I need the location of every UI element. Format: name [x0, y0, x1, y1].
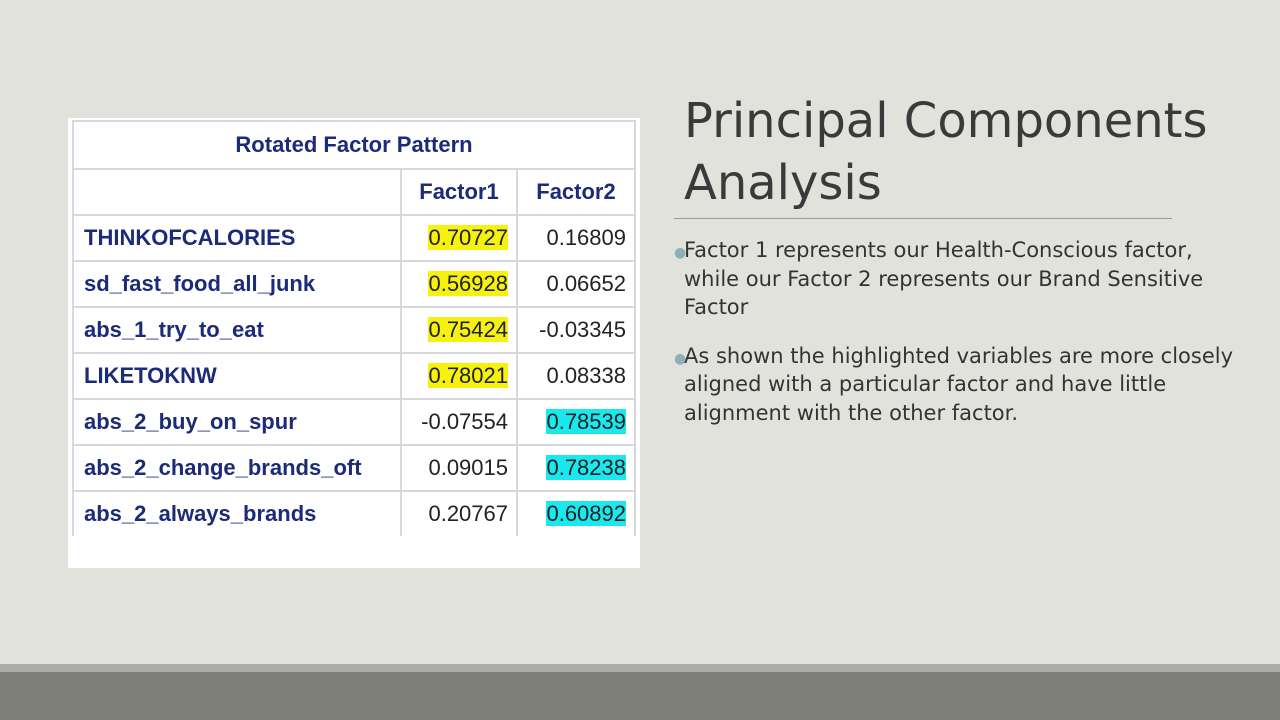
table-row: abs_2_change_brands_oft 0.09015 0.78238 — [72, 444, 636, 492]
factor1-value: 0.09015 — [400, 444, 518, 492]
bullet-dot-icon: ● — [674, 350, 687, 367]
factor1-value-highlighted: 0.75424 — [428, 317, 508, 342]
bullet-list: ● Factor 1 represents our Health-Conscio… — [674, 236, 1234, 447]
row-label: abs_2_buy_on_spur — [72, 398, 402, 446]
factor2-value-highlighted: 0.78539 — [546, 409, 626, 434]
footer-accent-bar — [0, 664, 1280, 672]
table-row: LIKETOKNW 0.78021 0.08338 — [72, 352, 636, 400]
rotated-factor-pattern-table: Rotated Factor Pattern Factor1 Factor2 T… — [72, 120, 636, 536]
row-label: THINKOFCALORIES — [72, 214, 402, 262]
factor1-value: 0.20767 — [400, 490, 518, 536]
bullet-item: ● Factor 1 represents our Health-Conscio… — [674, 236, 1234, 322]
title-divider — [674, 218, 1172, 219]
bullet-dot-icon: ● — [674, 245, 687, 261]
table-caption: Rotated Factor Pattern — [72, 120, 636, 170]
table-row: THINKOFCALORIES 0.70727 0.16809 — [72, 214, 636, 262]
table-row: abs_2_buy_on_spur -0.07554 0.78539 — [72, 398, 636, 446]
bullet-text: As shown the highlighted variables are m… — [684, 343, 1234, 425]
factor2-value: 0.16809 — [516, 214, 636, 262]
factor2-value: 0.06652 — [516, 260, 636, 308]
factor1-value-highlighted: 0.56928 — [428, 271, 508, 296]
column-header-factor1: Factor1 — [400, 168, 518, 216]
table-corner-cell — [72, 168, 402, 216]
factor2-value-highlighted: 0.78238 — [546, 455, 626, 480]
column-header-factor2: Factor2 — [516, 168, 636, 216]
factor2-value-highlighted: 0.60892 — [546, 501, 626, 526]
factor1-value: -0.07554 — [400, 398, 518, 446]
bullet-text: Factor 1 represents our Health-Conscious… — [684, 238, 1204, 319]
row-label: abs_2_change_brands_oft — [72, 444, 402, 492]
factor-table-image: Rotated Factor Pattern Factor1 Factor2 T… — [68, 118, 640, 568]
factor1-value-highlighted: 0.70727 — [428, 225, 508, 250]
footer-bar — [0, 672, 1280, 720]
table-row: abs_2_always_brands 0.20767 0.60892 — [72, 490, 636, 536]
row-label: abs_2_always_brands — [72, 490, 402, 536]
row-label: LIKETOKNW — [72, 352, 402, 400]
bullet-item: ● As shown the highlighted variables are… — [674, 342, 1234, 428]
factor1-value-highlighted: 0.78021 — [428, 363, 508, 388]
table-row: abs_1_try_to_eat 0.75424 -0.03345 — [72, 306, 636, 354]
table-row: sd_fast_food_all_junk 0.56928 0.06652 — [72, 260, 636, 308]
row-label: abs_1_try_to_eat — [72, 306, 402, 354]
row-label: sd_fast_food_all_junk — [72, 260, 402, 308]
factor2-value: 0.08338 — [516, 352, 636, 400]
factor2-value: -0.03345 — [516, 306, 636, 354]
slide-title: Principal Components Analysis — [684, 93, 1208, 211]
